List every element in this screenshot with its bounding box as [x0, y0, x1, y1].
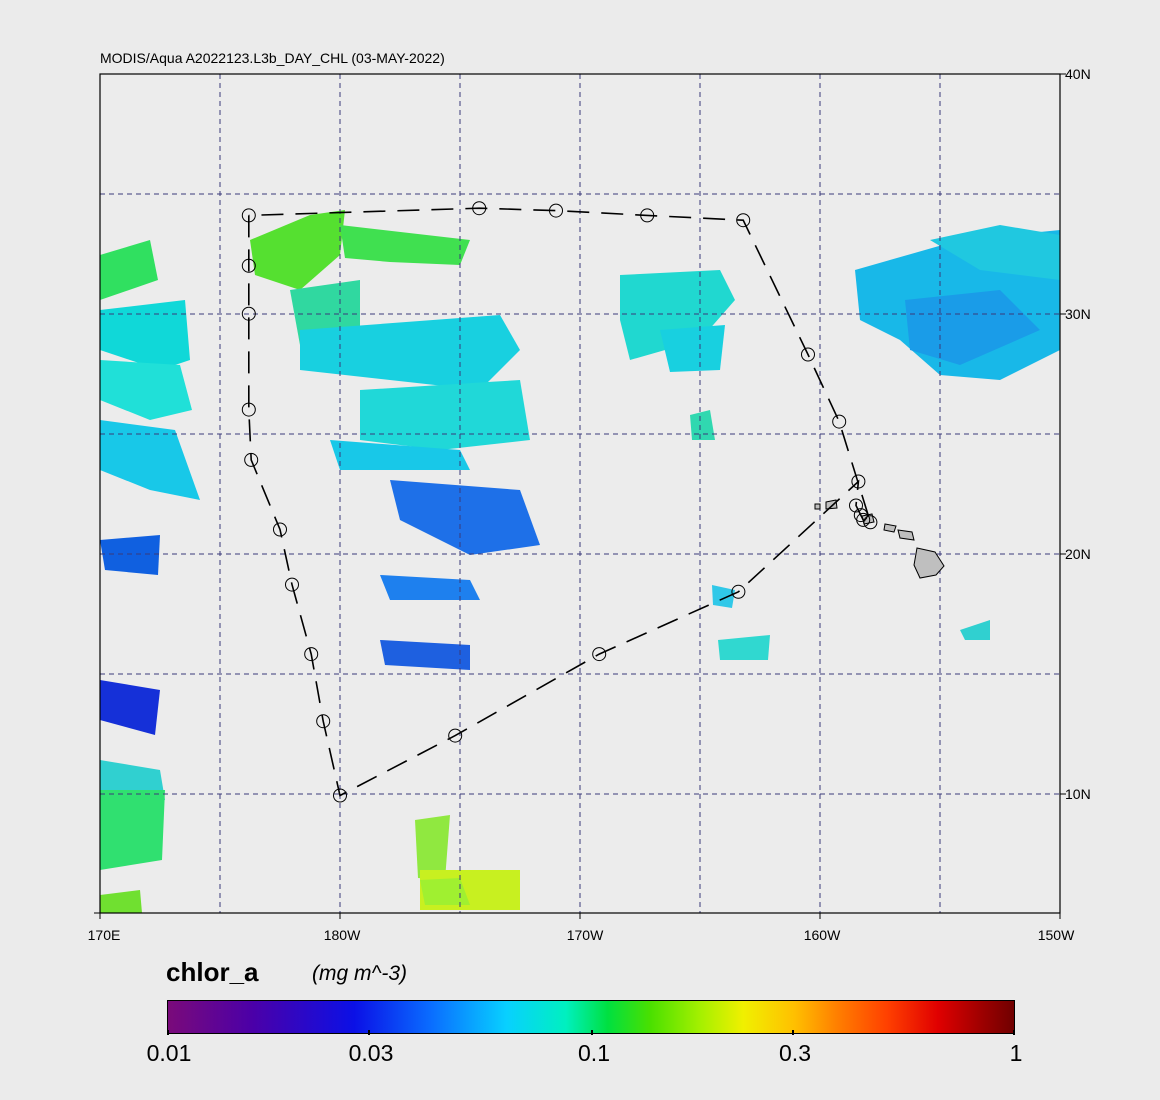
station-marker [472, 201, 487, 216]
colorbar-units: (mg m^-3) [312, 962, 408, 985]
station-marker [851, 474, 866, 489]
colorbar-tickmark [1013, 1030, 1015, 1035]
station-marker [549, 203, 563, 218]
station-marker [832, 414, 847, 429]
colorbar-tick-0.1: 0.1 [578, 1040, 610, 1066]
lat-label-10n: 10N [1065, 786, 1091, 802]
colorbar-title: chlor_a [166, 957, 259, 987]
station-marker [448, 728, 463, 743]
station-marker [241, 208, 256, 223]
map-title: MODIS/Aqua A2022123.L3b_DAY_CHL (03-MAY-… [100, 50, 445, 66]
station-marker [304, 647, 319, 662]
colorbar-tick-0.03: 0.03 [348, 1040, 394, 1066]
station-marker [736, 213, 751, 228]
colorbar-tickmark [792, 1030, 794, 1035]
station-marker [285, 577, 299, 592]
station-marker [241, 306, 256, 321]
station-marker [801, 347, 815, 362]
lat-label-40n: 40N [1065, 66, 1091, 82]
station-marker [849, 498, 863, 513]
lon-label-160w: 160W [803, 927, 841, 943]
axis-tickmarks [94, 73, 1066, 919]
lon-label-170e: 170E [87, 927, 121, 943]
map-gridlines [100, 74, 1060, 913]
station-markers [241, 201, 878, 803]
station-marker [592, 647, 607, 662]
station-marker [244, 452, 259, 467]
colorbar-tickmark [591, 1030, 593, 1035]
colorbar-tick-0.3: 0.3 [779, 1040, 811, 1066]
station-marker [731, 584, 746, 599]
lat-label-20n: 20N [1065, 546, 1091, 562]
colorbar-tickmark [368, 1030, 370, 1035]
station-marker [273, 522, 287, 537]
cruise-track [248, 207, 872, 797]
colorbar-tick-0.01: 0.01 [146, 1040, 192, 1066]
station-marker [640, 208, 655, 223]
lon-label-170w: 170W [566, 927, 604, 943]
colorbar [167, 1000, 1015, 1034]
station-marker [333, 788, 347, 803]
colorbar-tickmark [167, 1030, 169, 1035]
lon-label-150w: 150W [1037, 927, 1075, 943]
station-marker [856, 512, 871, 527]
hawaiian-islands [814, 499, 945, 579]
station-marker [241, 402, 256, 417]
lon-label-180w: 180W [323, 927, 361, 943]
station-marker [863, 515, 878, 530]
lat-label-30n: 30N [1065, 306, 1091, 322]
station-marker [316, 714, 331, 729]
station-marker [241, 258, 256, 273]
chlorophyll-patches [100, 210, 1060, 913]
colorbar-tick-1: 1 [1009, 1040, 1023, 1066]
